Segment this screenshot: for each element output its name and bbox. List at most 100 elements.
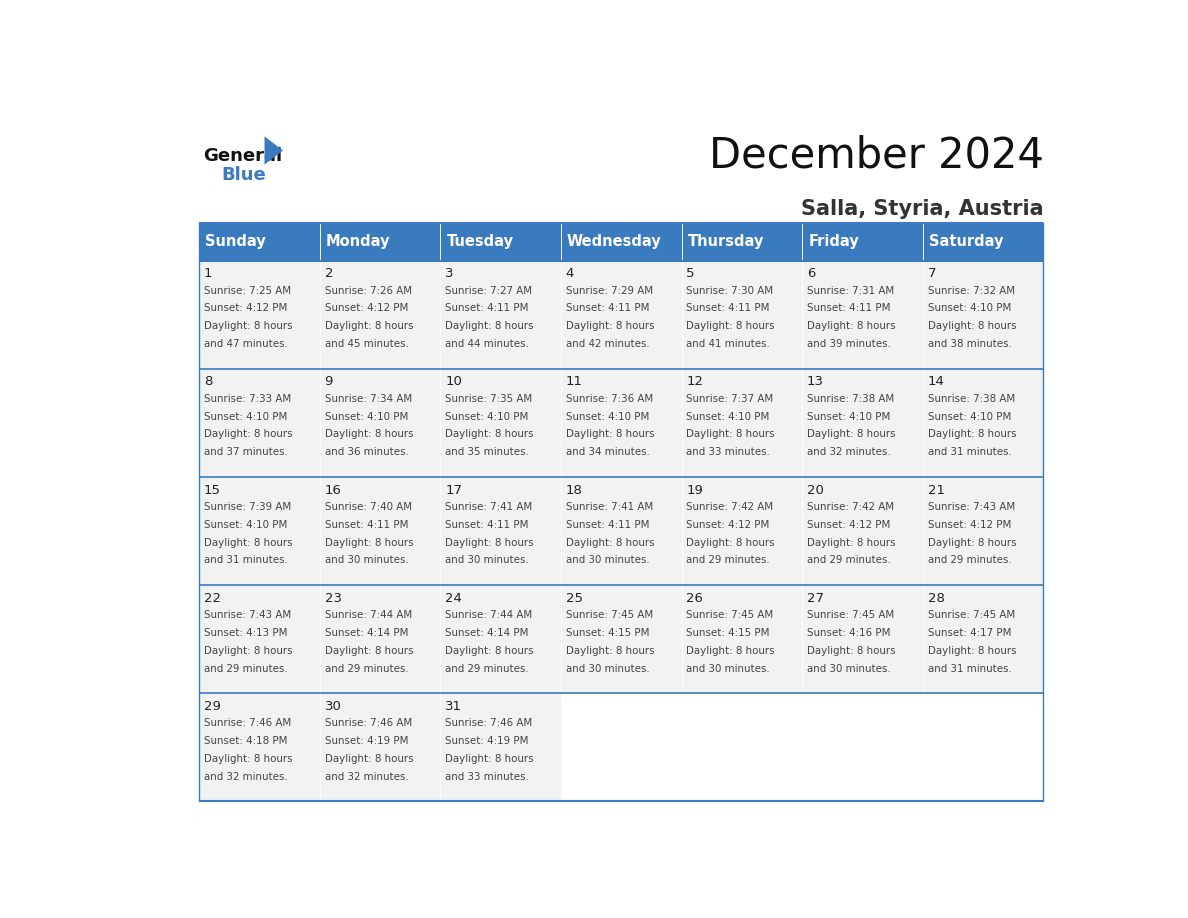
Text: Daylight: 8 hours: Daylight: 8 hours	[324, 538, 413, 547]
Text: Sunset: 4:10 PM: Sunset: 4:10 PM	[324, 411, 407, 421]
Bar	[923, 369, 1043, 477]
Text: and 30 minutes.: and 30 minutes.	[687, 664, 770, 674]
Text: and 29 minutes.: and 29 minutes.	[687, 555, 770, 565]
Text: 30: 30	[324, 700, 341, 712]
Text: Sunset: 4:17 PM: Sunset: 4:17 PM	[928, 628, 1011, 638]
Bar	[200, 693, 320, 801]
Text: Daylight: 8 hours: Daylight: 8 hours	[565, 321, 655, 331]
Text: Sunrise: 7:43 AM: Sunrise: 7:43 AM	[204, 610, 291, 620]
Text: Sunrise: 7:41 AM: Sunrise: 7:41 AM	[565, 502, 653, 512]
Text: and 30 minutes.: and 30 minutes.	[565, 555, 650, 565]
Text: and 34 minutes.: and 34 minutes.	[565, 447, 650, 457]
Text: Sunset: 4:19 PM: Sunset: 4:19 PM	[324, 736, 407, 746]
Text: 16: 16	[324, 484, 341, 497]
Text: 6: 6	[807, 267, 815, 280]
Text: Sunset: 4:10 PM: Sunset: 4:10 PM	[928, 411, 1011, 421]
Text: Daylight: 8 hours: Daylight: 8 hours	[446, 754, 533, 764]
Text: and 32 minutes.: and 32 minutes.	[324, 772, 409, 782]
Text: and 42 minutes.: and 42 minutes.	[565, 339, 650, 349]
Bar	[561, 369, 682, 477]
Text: Tuesday: Tuesday	[447, 234, 513, 250]
Text: Sunrise: 7:35 AM: Sunrise: 7:35 AM	[446, 394, 532, 404]
Bar	[802, 223, 923, 261]
Text: 31: 31	[446, 700, 462, 712]
Text: Sunset: 4:11 PM: Sunset: 4:11 PM	[687, 304, 770, 313]
Bar	[441, 369, 561, 477]
Text: Daylight: 8 hours: Daylight: 8 hours	[928, 538, 1016, 547]
Text: Sunrise: 7:45 AM: Sunrise: 7:45 AM	[687, 610, 773, 620]
Text: Sunrise: 7:38 AM: Sunrise: 7:38 AM	[807, 394, 895, 404]
Text: Sunrise: 7:41 AM: Sunrise: 7:41 AM	[446, 502, 532, 512]
Text: 14: 14	[928, 375, 944, 388]
Text: Sunrise: 7:36 AM: Sunrise: 7:36 AM	[565, 394, 653, 404]
Text: Sunrise: 7:40 AM: Sunrise: 7:40 AM	[324, 502, 412, 512]
Text: Sunrise: 7:45 AM: Sunrise: 7:45 AM	[565, 610, 653, 620]
Text: Sunset: 4:18 PM: Sunset: 4:18 PM	[204, 736, 287, 746]
Text: Daylight: 8 hours: Daylight: 8 hours	[687, 538, 775, 547]
Text: Daylight: 8 hours: Daylight: 8 hours	[687, 645, 775, 655]
Bar	[802, 585, 923, 693]
Text: Daylight: 8 hours: Daylight: 8 hours	[446, 430, 533, 440]
Text: Daylight: 8 hours: Daylight: 8 hours	[807, 321, 896, 331]
Text: 24: 24	[446, 592, 462, 605]
Text: and 37 minutes.: and 37 minutes.	[204, 447, 287, 457]
Bar	[200, 585, 320, 693]
Text: 17: 17	[446, 484, 462, 497]
Text: Sunset: 4:11 PM: Sunset: 4:11 PM	[324, 520, 407, 530]
Text: Sunset: 4:10 PM: Sunset: 4:10 PM	[446, 411, 529, 421]
Bar	[441, 223, 561, 261]
Text: Thursday: Thursday	[688, 234, 764, 250]
Text: Wednesday: Wednesday	[567, 234, 662, 250]
Text: Daylight: 8 hours: Daylight: 8 hours	[807, 430, 896, 440]
Text: Daylight: 8 hours: Daylight: 8 hours	[204, 321, 292, 331]
Text: Sunrise: 7:38 AM: Sunrise: 7:38 AM	[928, 394, 1015, 404]
Text: and 41 minutes.: and 41 minutes.	[687, 339, 770, 349]
Text: Daylight: 8 hours: Daylight: 8 hours	[204, 538, 292, 547]
Text: Friday: Friday	[808, 234, 859, 250]
Bar	[561, 261, 682, 369]
Text: Sunrise: 7:46 AM: Sunrise: 7:46 AM	[446, 718, 532, 728]
Text: Sunrise: 7:42 AM: Sunrise: 7:42 AM	[687, 502, 773, 512]
Text: and 32 minutes.: and 32 minutes.	[807, 447, 891, 457]
Text: Sunrise: 7:45 AM: Sunrise: 7:45 AM	[807, 610, 895, 620]
Bar	[561, 585, 682, 693]
Text: Daylight: 8 hours: Daylight: 8 hours	[565, 538, 655, 547]
Bar	[561, 477, 682, 585]
Text: Sunset: 4:10 PM: Sunset: 4:10 PM	[204, 411, 287, 421]
Text: and 29 minutes.: and 29 minutes.	[446, 664, 529, 674]
Text: Sunset: 4:16 PM: Sunset: 4:16 PM	[807, 628, 891, 638]
Bar	[200, 369, 320, 477]
Text: Daylight: 8 hours: Daylight: 8 hours	[928, 321, 1016, 331]
Text: 23: 23	[324, 592, 342, 605]
Text: 3: 3	[446, 267, 454, 280]
Text: 10: 10	[446, 375, 462, 388]
Bar	[682, 477, 802, 585]
Text: Sunrise: 7:43 AM: Sunrise: 7:43 AM	[928, 502, 1015, 512]
Text: Daylight: 8 hours: Daylight: 8 hours	[565, 645, 655, 655]
Text: Sunset: 4:10 PM: Sunset: 4:10 PM	[807, 411, 890, 421]
Text: 29: 29	[204, 700, 221, 712]
Bar	[802, 477, 923, 585]
Text: Daylight: 8 hours: Daylight: 8 hours	[565, 430, 655, 440]
Text: Daylight: 8 hours: Daylight: 8 hours	[446, 645, 533, 655]
Text: 4: 4	[565, 267, 574, 280]
Text: 28: 28	[928, 592, 944, 605]
Text: Sunset: 4:14 PM: Sunset: 4:14 PM	[446, 628, 529, 638]
Text: and 35 minutes.: and 35 minutes.	[446, 447, 529, 457]
Text: Daylight: 8 hours: Daylight: 8 hours	[204, 430, 292, 440]
Text: Sunset: 4:14 PM: Sunset: 4:14 PM	[324, 628, 407, 638]
Bar	[320, 261, 441, 369]
Text: and 44 minutes.: and 44 minutes.	[446, 339, 529, 349]
Text: and 33 minutes.: and 33 minutes.	[446, 772, 529, 782]
Bar	[200, 261, 320, 369]
Text: Sunrise: 7:32 AM: Sunrise: 7:32 AM	[928, 285, 1015, 296]
Text: Daylight: 8 hours: Daylight: 8 hours	[324, 645, 413, 655]
Text: Salla, Styria, Austria: Salla, Styria, Austria	[801, 198, 1043, 218]
Text: Daylight: 8 hours: Daylight: 8 hours	[204, 645, 292, 655]
Text: General: General	[203, 147, 282, 164]
Bar	[441, 261, 561, 369]
Text: Daylight: 8 hours: Daylight: 8 hours	[807, 645, 896, 655]
Text: December 2024: December 2024	[708, 135, 1043, 177]
Text: and 30 minutes.: and 30 minutes.	[807, 664, 891, 674]
Text: and 38 minutes.: and 38 minutes.	[928, 339, 1011, 349]
